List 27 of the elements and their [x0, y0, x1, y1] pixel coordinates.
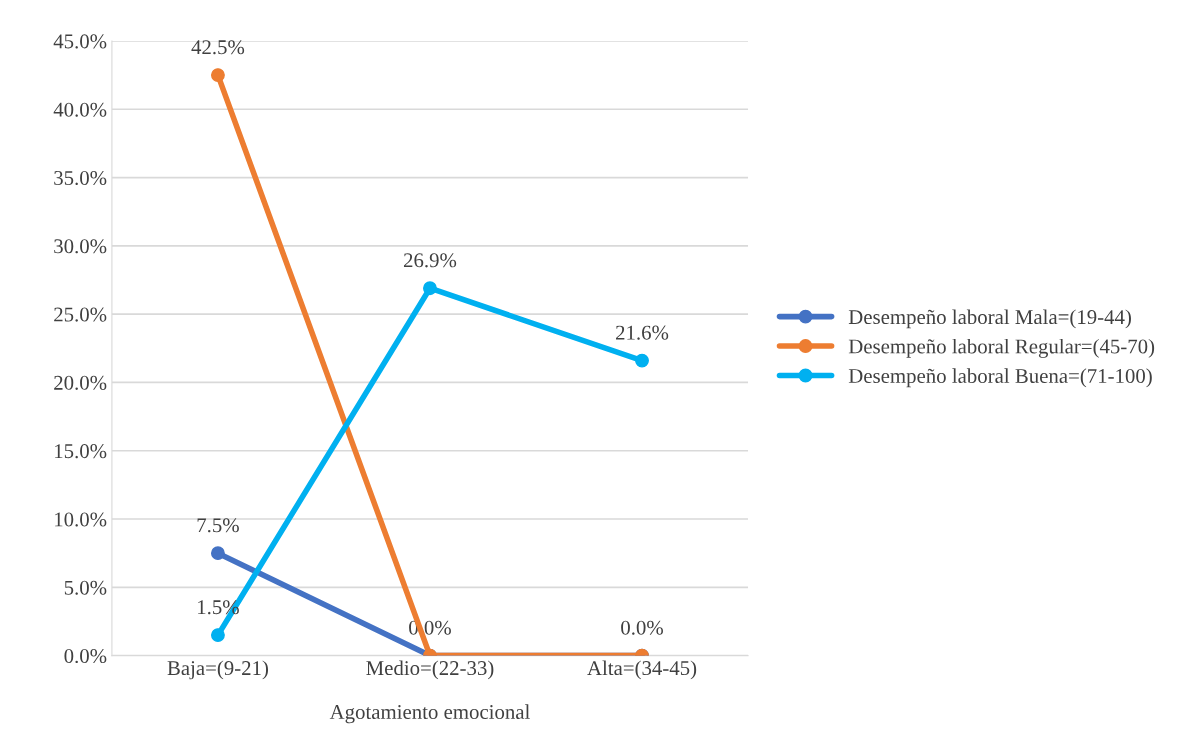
y-tick-label: 5.0%	[64, 580, 107, 595]
y-tick-label: 40.0%	[53, 102, 107, 117]
y-tick-label: 25.0%	[54, 307, 107, 322]
legend-label: Desempeño laboral Mala=(19-44)	[848, 309, 1131, 329]
x-axis-title: Agotamiento emocional	[329, 704, 530, 724]
x-tick-label: Medio=(22-33)	[366, 660, 494, 680]
data-label: 42.5%	[191, 40, 245, 55]
data-label: 26.9%	[403, 253, 457, 268]
data-label: 21.6%	[616, 325, 669, 340]
legend-label: Desempeño laboral Regular=(45-70)	[848, 338, 1155, 358]
data-label: 7.5%	[197, 518, 239, 533]
point	[423, 281, 437, 296]
legend-label: Desempeño laboral Buena=(71-100)	[848, 368, 1152, 388]
x-tick-label: Alta=(34-45)	[587, 660, 697, 680]
point	[635, 353, 649, 368]
y-tick-label: 15.0%	[55, 444, 107, 459]
point	[210, 68, 225, 83]
y-tick-label: 45.0%	[53, 34, 107, 49]
point	[210, 546, 225, 561]
y-tick-label: 35.0%	[54, 170, 107, 186]
y-tick-label: 20.0%	[54, 375, 107, 390]
y-tick-label: 10.0%	[55, 512, 107, 527]
data-label: 0.0%	[621, 620, 663, 635]
point	[210, 628, 225, 643]
y-tick-label: 30.0%	[54, 239, 107, 254]
y-tick-label: 0.0%	[64, 648, 107, 664]
x-tick-label: Baja=(9-21)	[167, 660, 269, 680]
